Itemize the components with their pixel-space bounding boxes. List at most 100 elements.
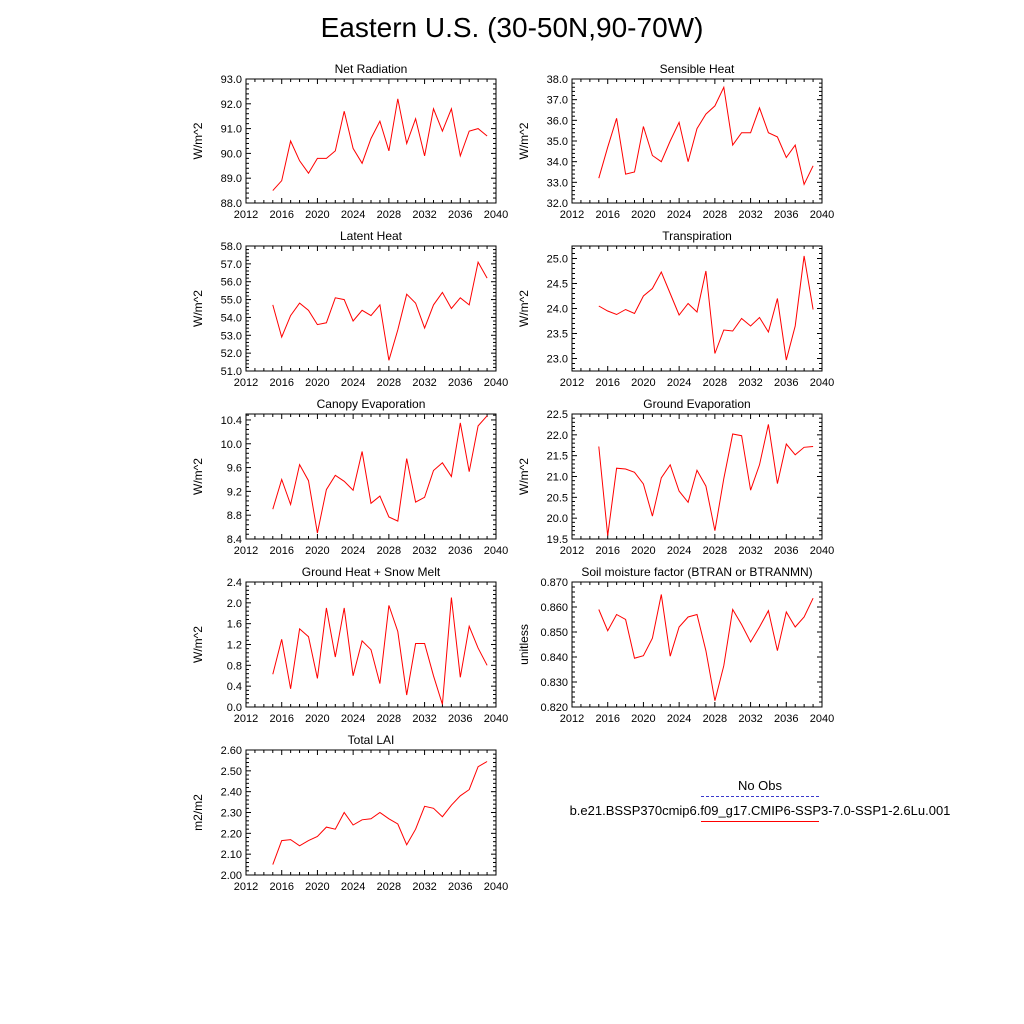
panel-6-ytick-label: 22.5 xyxy=(547,409,568,421)
panel-5-ytick-label: 8.4 xyxy=(227,534,242,546)
panel-5-ytick-label: 10.4 xyxy=(221,415,242,427)
panel-3-ytick-label: 53.0 xyxy=(221,330,242,342)
panel-2-ytick-label: 35.0 xyxy=(547,136,568,148)
panel-5-xtick-label: 2032 xyxy=(412,545,436,557)
panel-6-xtick-label: 2012 xyxy=(560,545,584,557)
panel-9-ylabel: m2/m2 xyxy=(191,794,205,831)
panel-2-ytick-label: 36.0 xyxy=(547,115,568,127)
panel-3-ytick-label: 56.0 xyxy=(221,277,242,289)
panel-1-title: Net Radiation xyxy=(335,62,408,76)
panel-9-frame xyxy=(245,749,497,876)
panel-9-ytick-label: 2.30 xyxy=(221,808,242,820)
panel-8-ytick-label: 0.860 xyxy=(540,602,568,614)
panel-7-ytick-label: 2.0 xyxy=(227,598,242,610)
panel-4-xtick-label: 2040 xyxy=(810,377,834,389)
panel-9-xtick-label: 2016 xyxy=(269,881,293,893)
panel-4-frame xyxy=(571,245,823,372)
panel-8-ylabel: unitless xyxy=(517,624,531,665)
panel-9-ytick-label: 2.50 xyxy=(221,766,242,778)
panel-9-xtick-label: 2028 xyxy=(377,881,401,893)
panel-1-ytick-label: 93.0 xyxy=(221,74,242,86)
panel-9-xtick-label: 2032 xyxy=(412,881,436,893)
panel-4-ytick-label: 23.5 xyxy=(547,329,568,341)
legend-case-label: b.e21.BSSP370cmip6.f09_g17.CMIP6-SSP3-7.… xyxy=(569,803,951,818)
panel-3-ytick-label: 55.0 xyxy=(221,295,242,307)
panel-9-xtick-label: 2036 xyxy=(448,881,472,893)
panel-6-xtick-label: 2024 xyxy=(667,545,691,557)
panel-2-xtick-label: 2032 xyxy=(738,209,762,221)
panel-5-xtick-label: 2020 xyxy=(305,545,329,557)
panel-3-ylabel: W/m^2 xyxy=(191,290,205,327)
panel-1-frame xyxy=(245,78,497,204)
panel-1-ytick-label: 92.0 xyxy=(221,99,242,111)
panel-7-xtick-label: 2040 xyxy=(484,713,508,725)
panel-7-xtick-label: 2032 xyxy=(412,713,436,725)
panel-2-ytick-label: 34.0 xyxy=(547,157,568,169)
panel-4-xtick-label: 2032 xyxy=(738,377,762,389)
panel-1-ytick-label: 91.0 xyxy=(221,124,242,136)
panel-6-ytick-label: 21.0 xyxy=(547,472,568,484)
panel-3-xtick-label: 2016 xyxy=(269,377,293,389)
panel-3-xtick-label: 2024 xyxy=(341,377,365,389)
panel-7-ytick-label: 0.0 xyxy=(227,702,242,714)
panel-5-title: Canopy Evaporation xyxy=(317,397,426,411)
panel-4-title: Transpiration xyxy=(662,229,732,243)
panel-2-title: Sensible Heat xyxy=(660,62,735,76)
panel-2-ytick-label: 32.0 xyxy=(547,198,568,210)
panel-2-xtick-label: 2036 xyxy=(774,209,798,221)
legend-case-line xyxy=(701,821,819,822)
panel-5-xtick-label: 2040 xyxy=(484,545,508,557)
panel-4-xtick-label: 2020 xyxy=(631,377,655,389)
panel-7-xtick-label: 2012 xyxy=(234,713,258,725)
panel-3-ytick-label: 51.0 xyxy=(221,366,242,378)
panel-8-xtick-label: 2016 xyxy=(595,713,619,725)
panel-2-ytick-label: 38.0 xyxy=(547,74,568,86)
panel-3-xtick-label: 2020 xyxy=(305,377,329,389)
panel-6-ytick-label: 21.5 xyxy=(547,451,568,463)
panel-4-ytick-label: 25.0 xyxy=(547,254,568,266)
legend-obs-label: No Obs xyxy=(737,778,783,793)
panel-1-ytick-label: 90.0 xyxy=(221,148,242,160)
panel-1-xtick-label: 2016 xyxy=(269,209,293,221)
panel-7-xtick-label: 2024 xyxy=(341,713,365,725)
panel-8-series-line xyxy=(598,594,814,701)
panel-2-series-line xyxy=(598,85,814,186)
panel-9-ytick-label: 2.00 xyxy=(221,870,242,882)
panel-1-ytick-label: 88.0 xyxy=(221,198,242,210)
panel-9-xtick-label: 2012 xyxy=(234,881,258,893)
panel-9-ytick-label: 2.60 xyxy=(221,745,242,757)
panel-8-xtick-label: 2012 xyxy=(560,713,584,725)
panel-7-ylabel: W/m^2 xyxy=(191,626,205,663)
panel-2-xtick-label: 2016 xyxy=(595,209,619,221)
panel-2-ytick-label: 33.0 xyxy=(547,177,568,189)
panel-1-xtick-label: 2032 xyxy=(412,209,436,221)
panel-8-xtick-label: 2024 xyxy=(667,713,691,725)
page-title: Eastern U.S. (30-50N,90-70W) xyxy=(320,12,704,43)
panel-3-title: Latent Heat xyxy=(340,229,403,243)
panel-7-ytick-label: 0.8 xyxy=(227,660,242,672)
panel-8-xtick-label: 2040 xyxy=(810,713,834,725)
panel-5-xtick-label: 2028 xyxy=(377,545,401,557)
panel-5-xtick-label: 2036 xyxy=(448,545,472,557)
panel-1-xtick-label: 2036 xyxy=(448,209,472,221)
panel-6-xtick-label: 2020 xyxy=(631,545,655,557)
legend: No Obs b.e21.BSSP370cmip6.f09_g17.CMIP6-… xyxy=(520,778,1000,828)
panel-6-xtick-label: 2040 xyxy=(810,545,834,557)
panel-8-xtick-label: 2028 xyxy=(703,713,727,725)
panel-6-xtick-label: 2032 xyxy=(738,545,762,557)
panel-9-ytick-label: 2.10 xyxy=(221,849,242,861)
panel-3-xtick-label: 2036 xyxy=(448,377,472,389)
panel-7-xtick-label: 2020 xyxy=(305,713,329,725)
panel-8-title: Soil moisture factor (BTRAN or BTRANMN) xyxy=(581,565,812,579)
panel-6-ytick-label: 20.0 xyxy=(547,513,568,525)
panel-8-ytick-label: 0.850 xyxy=(540,627,568,639)
panel-7-xtick-label: 2028 xyxy=(377,713,401,725)
panel-7-ytick-label: 2.4 xyxy=(227,577,242,589)
panel-6-xtick-label: 2036 xyxy=(774,545,798,557)
panel-5-ytick-label: 8.8 xyxy=(227,510,242,522)
panel-5-ytick-label: 9.6 xyxy=(227,463,242,475)
panel-2-xtick-label: 2020 xyxy=(631,209,655,221)
panel-4-xtick-label: 2012 xyxy=(560,377,584,389)
panel-5-xtick-label: 2016 xyxy=(269,545,293,557)
